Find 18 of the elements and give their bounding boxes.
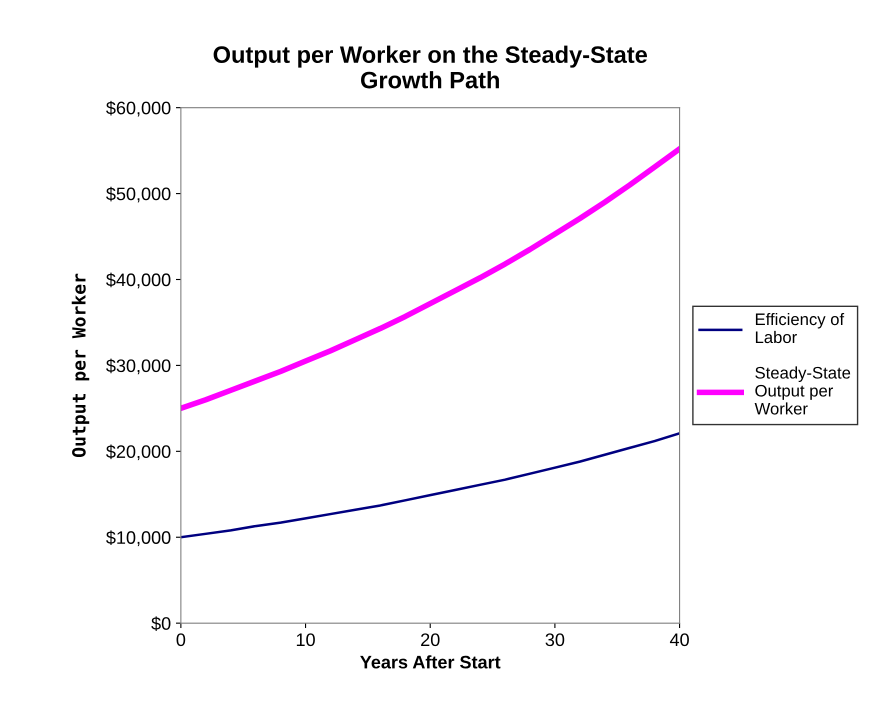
y-tick-label: $40,000 — [106, 272, 170, 288]
y-tick-label: $10,000 — [106, 530, 170, 546]
x-tick-label: 30 — [546, 633, 564, 646]
x-tick-label: 10 — [296, 633, 315, 646]
y-tick-label: $60,000 — [106, 100, 170, 117]
y-tick-label: $30,000 — [106, 358, 170, 374]
chart-title: Output per Worker on the Steady-State Growth Path — [214, 46, 647, 88]
line-series — [180, 432, 680, 538]
x-tick-label: 0 — [176, 633, 186, 646]
y-tick-label: $50,000 — [106, 186, 170, 202]
y-tick-label: $0 — [151, 616, 170, 631]
x-tick-label: 40 — [670, 633, 689, 646]
y-axis-title: Output per Worker — [72, 274, 90, 457]
x-tick-label: 20 — [421, 633, 440, 646]
x-axis-title: Years After Start — [360, 655, 500, 669]
legend-label: Steady-State Output per Worker — [754, 366, 850, 415]
y-tick-label: $20,000 — [106, 444, 170, 460]
legend-label: Efficiency of Labor — [756, 312, 844, 344]
